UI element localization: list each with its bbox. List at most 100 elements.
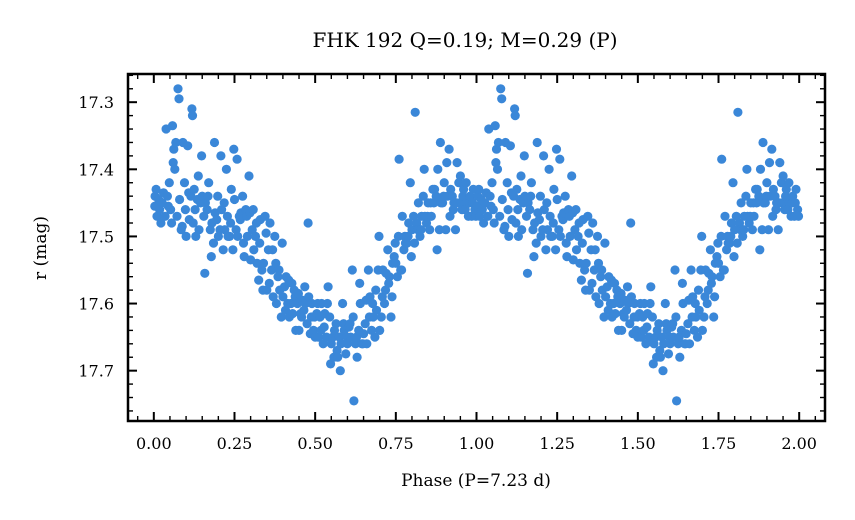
data-point: [418, 191, 428, 201]
data-point: [322, 298, 332, 309]
x-axis-label: Phase (P=7.23 d): [401, 471, 551, 491]
data-point: [577, 238, 587, 248]
data-point: [384, 272, 394, 282]
data-point: [197, 151, 207, 161]
data-point: [555, 154, 565, 164]
data-point: [749, 211, 759, 221]
data-point: [616, 288, 626, 299]
data-point: [693, 285, 704, 295]
y-tick-label: 17.5: [78, 227, 114, 246]
data-point: [294, 325, 304, 335]
data-point: [489, 218, 499, 228]
data-point: [594, 298, 604, 309]
data-point: [194, 225, 204, 235]
data-point: [526, 191, 536, 201]
data-point: [602, 282, 612, 292]
data-point: [349, 396, 359, 406]
data-point: [716, 231, 726, 241]
data-point: [370, 332, 380, 342]
data-point: [233, 231, 243, 241]
data-point: [209, 137, 220, 148]
data-point: [589, 265, 599, 275]
data-point: [203, 191, 213, 201]
data-point: [658, 366, 668, 376]
data-point: [778, 171, 788, 181]
data-point: [362, 339, 372, 349]
data-point: [590, 245, 600, 255]
data-point: [681, 329, 691, 339]
data-point: [560, 191, 570, 201]
data-point: [374, 231, 384, 241]
data-point: [493, 137, 503, 148]
data-point: [177, 221, 187, 231]
data-point: [255, 238, 265, 248]
data-point: [225, 231, 235, 241]
data-point: [277, 238, 287, 248]
data-point: [741, 191, 751, 201]
data-point: [717, 154, 727, 164]
data-point: [232, 154, 242, 164]
x-tick-label: 1.75: [701, 434, 737, 453]
data-point: [261, 228, 271, 238]
data-point: [571, 245, 582, 255]
data-point: [758, 137, 768, 148]
data-point: [622, 282, 633, 292]
data-point: [268, 245, 278, 255]
y-tick-label: 17.4: [78, 160, 114, 179]
data-point: [181, 231, 191, 241]
data-point: [202, 205, 212, 215]
data-point: [332, 345, 342, 356]
data-point: [260, 211, 270, 221]
data-point: [571, 205, 581, 215]
data-point: [265, 218, 275, 228]
data-point: [387, 292, 397, 302]
data-point: [522, 268, 533, 278]
data-point: [248, 205, 258, 215]
data-point: [170, 164, 180, 174]
data-point: [573, 231, 583, 241]
data-point: [487, 178, 497, 188]
data-point: [791, 184, 801, 194]
data-point: [189, 184, 199, 194]
data-point: [336, 339, 346, 349]
data-point: [764, 158, 775, 168]
data-point: [670, 265, 680, 275]
data-point: [592, 231, 603, 241]
data-point: [707, 272, 717, 282]
x-axis-ticks: 0.00 0.25 0.50 0.75 1.00 1.25 1.50 1.75 2.00: [136, 74, 817, 453]
data-point: [755, 245, 765, 255]
data-point: [293, 288, 303, 299]
data-point: [397, 265, 407, 275]
data-point: [736, 198, 746, 208]
data-point: [435, 137, 445, 148]
data-point: [529, 252, 539, 262]
x-tick-label: 1.00: [459, 434, 495, 453]
data-point: [673, 339, 683, 349]
data-point: [784, 178, 794, 188]
data-point: [167, 121, 178, 131]
data-point: [497, 194, 507, 205]
data-point: [531, 238, 541, 248]
data-point: [270, 231, 280, 241]
data-point: [425, 225, 435, 235]
y-axis-label: r (mag): [31, 216, 51, 280]
data-point: [644, 332, 654, 342]
x-tick-label: 0.50: [297, 434, 333, 453]
data-point: [534, 215, 545, 225]
data-point: [503, 205, 513, 215]
data-point: [432, 245, 442, 255]
data-point: [355, 278, 365, 288]
data-point: [719, 265, 729, 275]
data-point: [733, 107, 743, 117]
data-point: [156, 218, 166, 228]
data-point: [567, 171, 577, 181]
data-point: [244, 171, 254, 181]
data-point: [321, 332, 332, 342]
data-point: [497, 94, 507, 104]
data-point: [204, 178, 214, 188]
data-point: [505, 141, 515, 151]
data-point: [672, 396, 682, 406]
data-point: [686, 265, 696, 275]
data-point: [229, 144, 239, 154]
data-point: [500, 221, 510, 231]
